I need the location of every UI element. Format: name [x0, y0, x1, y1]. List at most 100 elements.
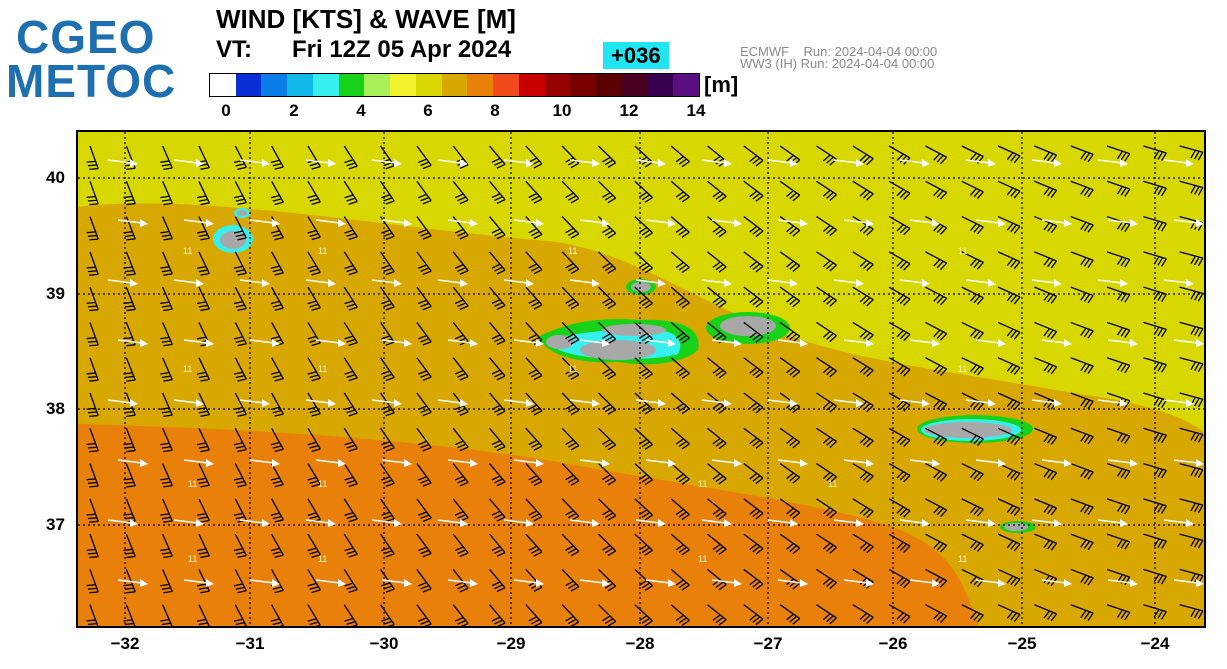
- wave-arrow-shaft: [767, 159, 793, 164]
- colorbar-unit: [m]: [704, 72, 739, 97]
- barb-feather: [161, 622, 171, 626]
- barb-feather: [1013, 614, 1021, 622]
- wind-barb: [343, 145, 358, 170]
- wave-arrow-head: [1054, 399, 1062, 407]
- wave-arrow-head: [724, 159, 732, 167]
- wave-arrow-shaft: [1041, 339, 1067, 344]
- wind-barb: [233, 322, 247, 347]
- barb-feather: [237, 590, 247, 594]
- barb-feather: [160, 230, 170, 234]
- wave-arrow-head: [998, 219, 1006, 227]
- barb-feather: [307, 229, 317, 234]
- barb-feather: [161, 163, 171, 167]
- barb-feather: [237, 554, 247, 559]
- barb-feather: [1043, 292, 1050, 301]
- barb-feather: [528, 263, 538, 269]
- wave-arrow-head: [1196, 579, 1204, 587]
- barb-feather: [936, 437, 944, 445]
- barb-feather: [973, 507, 981, 515]
- wave-arrow: [183, 579, 214, 587]
- barb-feather: [1010, 330, 1017, 339]
- wave-arrow-shaft: [1173, 339, 1199, 344]
- barb-feather: [1080, 398, 1087, 407]
- barb-feather: [494, 478, 503, 484]
- barb-feather: [533, 269, 543, 275]
- barb-feather: [718, 301, 727, 309]
- wind-barb: [1179, 568, 1204, 584]
- barb-feather: [896, 365, 904, 373]
- barb-feather: [789, 333, 798, 341]
- barb-feather: [272, 374, 282, 379]
- barb-feather: [829, 511, 837, 519]
- barb-feather: [311, 554, 321, 558]
- barb-feather: [749, 261, 758, 268]
- barb-feather: [417, 229, 427, 234]
- lat-label-40: 40: [46, 168, 65, 187]
- wind-barb: [1070, 427, 1094, 445]
- barb-feather: [1116, 433, 1124, 442]
- wave-arrow-shaft: [107, 279, 133, 284]
- barb-feather: [567, 583, 577, 589]
- barb-feather: [160, 195, 170, 199]
- barb-feather: [565, 157, 574, 163]
- barb-feather: [678, 511, 687, 518]
- barb-feather: [311, 307, 321, 311]
- wind-barb: [670, 463, 690, 485]
- barb-feather: [862, 614, 871, 622]
- wind-barb: [888, 498, 911, 518]
- wind-barb: [888, 216, 911, 236]
- wind-barb: [123, 428, 136, 453]
- barb-feather: [1047, 611, 1054, 620]
- wind-barb: [160, 569, 173, 594]
- wind-speed-label: 11: [568, 246, 577, 256]
- barb-feather: [494, 619, 503, 625]
- wind-barb: [779, 180, 801, 202]
- wind-barb: [598, 427, 617, 451]
- wave-arrow: [107, 159, 138, 167]
- wave-arrow-head: [1120, 159, 1128, 167]
- barb-feather: [903, 545, 911, 553]
- wind-barb: [925, 145, 948, 165]
- wave-arrow-shaft: [1173, 459, 1199, 464]
- wave-arrow-shaft: [1031, 279, 1057, 284]
- wind-barb: [1070, 568, 1094, 586]
- wind-barb: [452, 251, 469, 275]
- wave-arrow-shaft: [833, 399, 859, 404]
- barb-feather: [1116, 256, 1124, 265]
- barb-feather: [786, 543, 794, 550]
- barb-feather: [457, 196, 466, 202]
- barb-feather: [604, 547, 614, 554]
- barb-feather: [896, 294, 904, 303]
- barb-feather: [903, 439, 911, 448]
- wave-arrow-head: [1186, 399, 1194, 407]
- barb-feather: [1080, 327, 1087, 336]
- wind-barb: [1034, 604, 1058, 622]
- wave-arrow: [503, 519, 534, 527]
- wave-arrow-shaft: [909, 219, 935, 224]
- barb-feather: [163, 449, 173, 453]
- barb-feather: [1050, 190, 1058, 198]
- barb-feather: [160, 548, 170, 552]
- barb-feather: [496, 234, 506, 240]
- wave-arrow: [899, 519, 930, 527]
- wave-arrow: [1041, 459, 1072, 467]
- barb-feather: [940, 474, 948, 482]
- barb-feather: [792, 194, 801, 202]
- barb-feather: [420, 514, 430, 519]
- barb-feather: [237, 343, 247, 347]
- barb-feather: [933, 259, 941, 267]
- barb-feather: [896, 400, 904, 408]
- wave-arrow-shaft: [767, 279, 793, 284]
- wind-barb: [634, 180, 653, 203]
- barb-feather: [752, 369, 761, 376]
- barb-feather: [565, 192, 574, 198]
- wave-arrow: [1031, 519, 1062, 527]
- barb-feather: [755, 548, 764, 555]
- barb-feather: [792, 476, 801, 484]
- wave-arrow: [371, 279, 402, 287]
- barb-feather: [1120, 610, 1127, 620]
- barb-feather: [859, 542, 868, 550]
- wind-barb: [561, 357, 580, 380]
- barb-feather: [866, 405, 874, 413]
- barb-feather: [383, 373, 393, 378]
